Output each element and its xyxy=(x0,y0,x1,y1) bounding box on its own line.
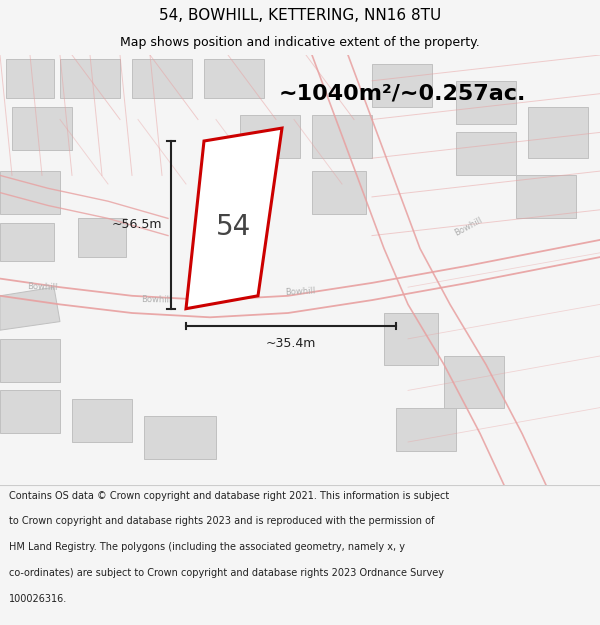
Text: Contains OS data © Crown copyright and database right 2021. This information is : Contains OS data © Crown copyright and d… xyxy=(9,491,449,501)
Polygon shape xyxy=(516,176,576,218)
Polygon shape xyxy=(186,128,282,309)
Polygon shape xyxy=(456,132,516,176)
Polygon shape xyxy=(456,81,516,124)
Polygon shape xyxy=(444,356,504,408)
Polygon shape xyxy=(6,59,54,98)
Polygon shape xyxy=(528,107,588,158)
Polygon shape xyxy=(144,416,216,459)
Text: Bowhill: Bowhill xyxy=(26,282,58,292)
Polygon shape xyxy=(396,408,456,451)
Polygon shape xyxy=(312,171,366,214)
Polygon shape xyxy=(0,391,60,433)
Polygon shape xyxy=(312,115,372,158)
Text: Bowhill: Bowhill xyxy=(452,216,484,238)
Text: 54, BOWHILL, KETTERING, NN16 8TU: 54, BOWHILL, KETTERING, NN16 8TU xyxy=(159,8,441,23)
Text: to Crown copyright and database rights 2023 and is reproduced with the permissio: to Crown copyright and database rights 2… xyxy=(9,516,434,526)
Polygon shape xyxy=(0,171,60,214)
Text: Bowhill: Bowhill xyxy=(141,296,171,305)
Text: ~1040m²/~0.257ac.: ~1040m²/~0.257ac. xyxy=(278,84,526,104)
Text: 54: 54 xyxy=(217,213,251,241)
Text: ~35.4m: ~35.4m xyxy=(266,337,316,349)
Text: ~56.5m: ~56.5m xyxy=(112,218,162,231)
Text: 100026316.: 100026316. xyxy=(9,594,67,604)
Text: HM Land Registry. The polygons (including the associated geometry, namely x, y: HM Land Registry. The polygons (includin… xyxy=(9,542,405,552)
Polygon shape xyxy=(372,64,432,107)
Polygon shape xyxy=(132,59,192,98)
Polygon shape xyxy=(12,107,72,149)
Polygon shape xyxy=(78,218,126,257)
Polygon shape xyxy=(0,288,60,330)
Text: Map shows position and indicative extent of the property.: Map shows position and indicative extent… xyxy=(120,36,480,49)
Polygon shape xyxy=(240,115,300,158)
Polygon shape xyxy=(0,339,60,382)
Polygon shape xyxy=(0,222,54,261)
Polygon shape xyxy=(60,59,120,98)
Polygon shape xyxy=(72,399,132,442)
Polygon shape xyxy=(204,59,264,98)
Polygon shape xyxy=(384,313,438,364)
Text: co-ordinates) are subject to Crown copyright and database rights 2023 Ordnance S: co-ordinates) are subject to Crown copyr… xyxy=(9,568,444,578)
Text: Bowhill: Bowhill xyxy=(284,286,316,297)
